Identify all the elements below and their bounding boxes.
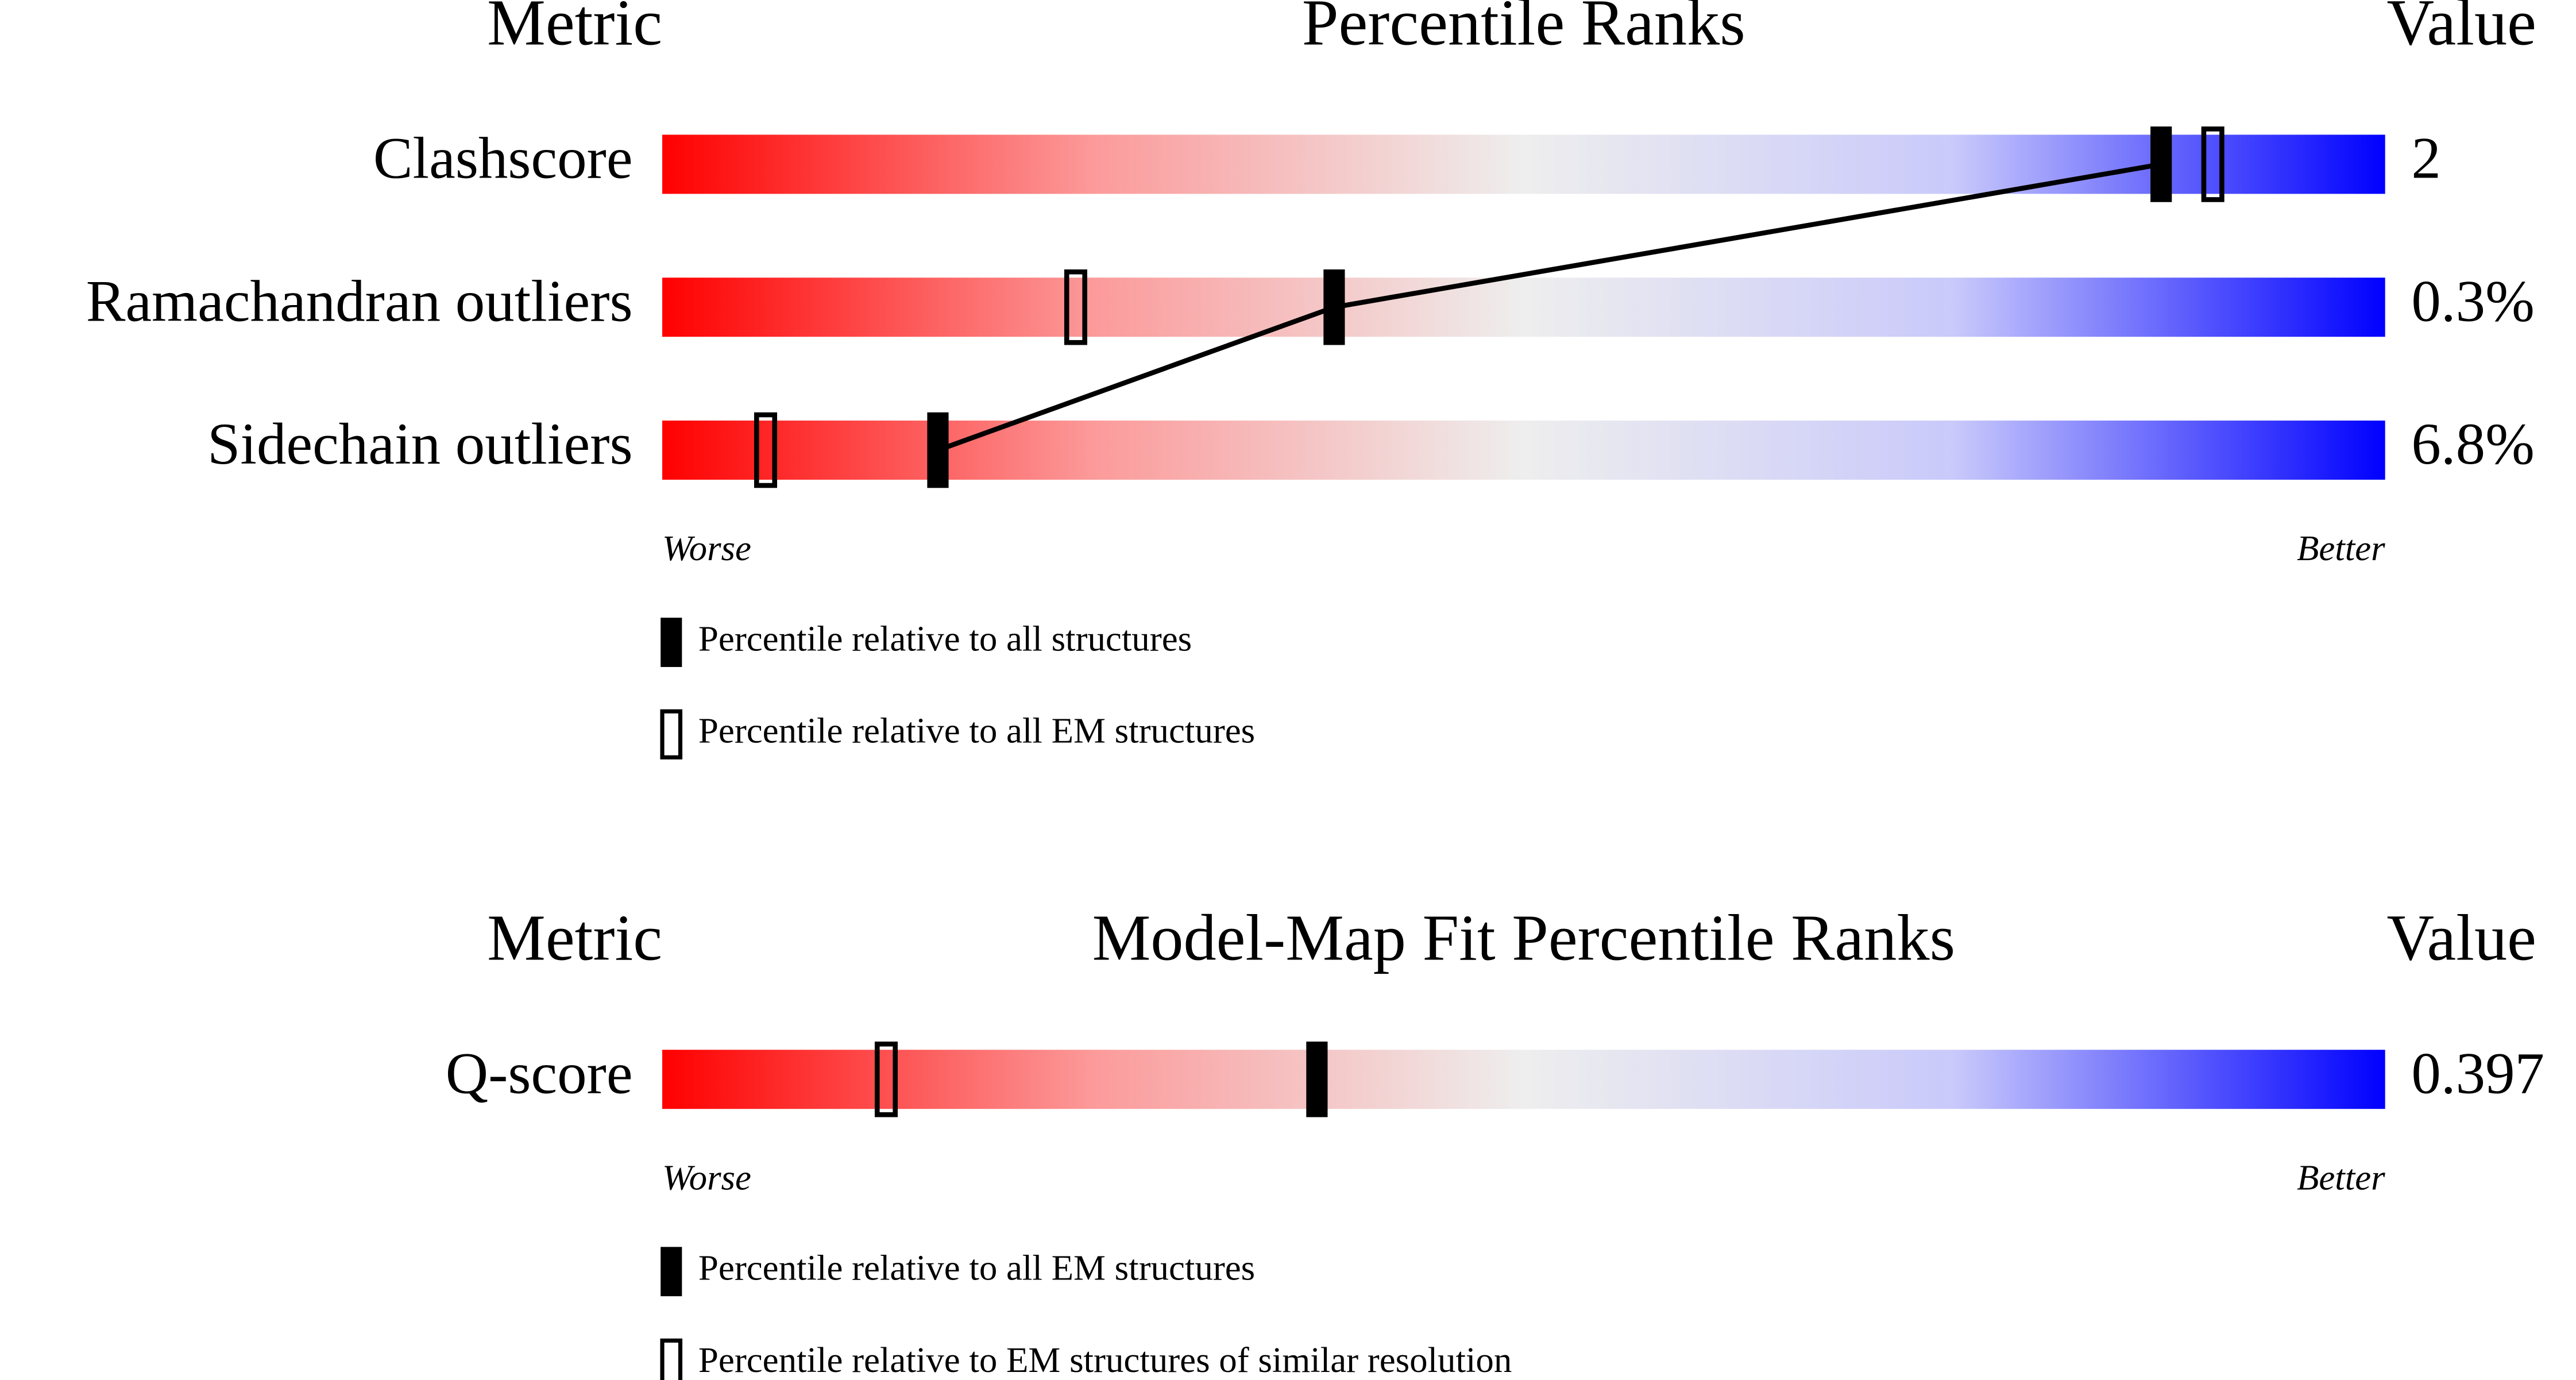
percentile-bar xyxy=(662,1050,2385,1109)
metric-label: Sidechain outliers xyxy=(207,411,632,477)
percentile-marker-filled xyxy=(2150,126,2172,202)
legend-swatch xyxy=(660,1338,683,1380)
metric-value: 2 xyxy=(2411,126,2440,191)
percentile-bar xyxy=(662,277,2385,337)
legend-swatch xyxy=(661,1247,682,1297)
percentile-marker-filled xyxy=(1323,269,1345,345)
better-label: Better xyxy=(2297,1157,2385,1197)
legend-label: Percentile relative to all EM structures xyxy=(698,1248,1255,1288)
metric-label: Clashscore xyxy=(373,126,633,191)
chart-title: Percentile Ranks xyxy=(1302,0,1745,59)
legend-label: Percentile relative to all structures xyxy=(698,619,1192,659)
legend-swatch xyxy=(661,618,682,667)
percentile-marker-open xyxy=(874,1041,898,1117)
metric-label: Q-score xyxy=(446,1040,633,1106)
percentile-marker-filled xyxy=(927,412,949,488)
percentile-marker-open xyxy=(1064,269,1087,345)
chart-title: Model-Map Fit Percentile Ranks xyxy=(1092,901,1956,974)
legend-label: Percentile relative to all EM structures xyxy=(698,711,1255,751)
legend-swatch xyxy=(660,709,683,760)
metric-value: 6.8% xyxy=(2411,411,2534,477)
metric-header: Metric xyxy=(487,901,662,974)
worse-label: Worse xyxy=(662,1157,751,1197)
percentile-marker-open xyxy=(2201,126,2224,202)
better-label: Better xyxy=(2297,528,2385,568)
metric-value: 0.3% xyxy=(2411,268,2534,334)
metric-label: Ramachandran outliers xyxy=(86,268,633,334)
metric-value: 0.397 xyxy=(2411,1040,2544,1106)
metric-header: Metric xyxy=(487,0,662,59)
value-header: Value xyxy=(2387,901,2536,974)
worse-label: Worse xyxy=(662,528,751,568)
percentile-marker-open xyxy=(754,412,778,488)
legend-label: Percentile relative to EM structures of … xyxy=(698,1340,1512,1380)
percentile-bar xyxy=(662,421,2385,480)
value-header: Value xyxy=(2387,0,2536,59)
percentile-marker-filled xyxy=(1306,1041,1328,1117)
percentile-bar xyxy=(662,134,2385,194)
